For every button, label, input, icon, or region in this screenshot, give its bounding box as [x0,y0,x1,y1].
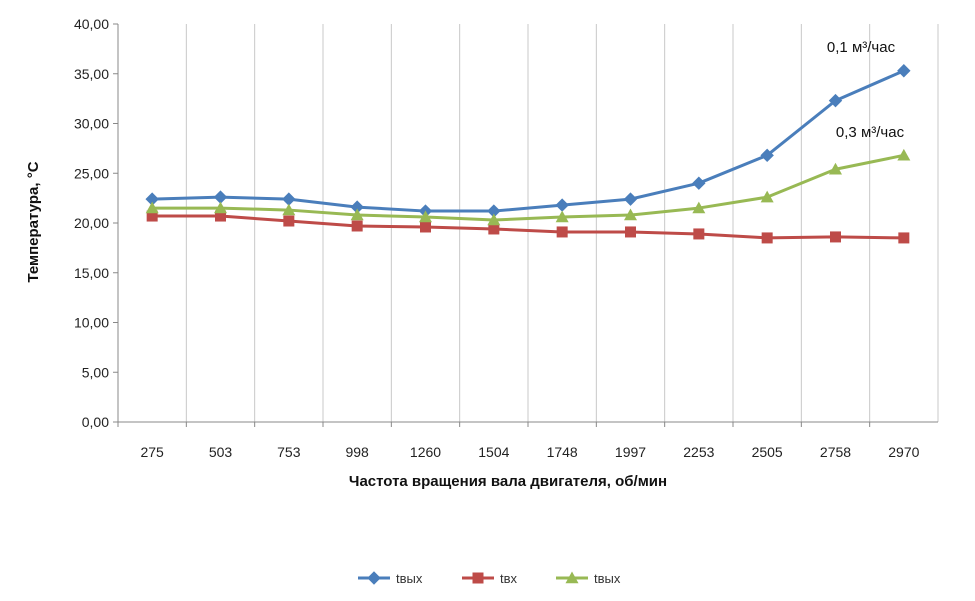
y-tick-label: 20,00 [74,215,109,231]
data-point [897,148,911,161]
data-point [555,198,569,212]
data-point [419,210,432,223]
data-point [420,221,431,233]
grid [185,24,939,422]
legend-label: tвых [594,571,621,586]
data-point [146,210,158,222]
legend: tвых tвх tвых [358,571,621,586]
data-point [692,201,706,214]
x-tick-label: 2758 [820,444,851,460]
data-point [351,220,363,232]
x-axis-title: Частота вращения вала двигателя, об/мин [349,473,667,490]
data-point [215,210,226,222]
x-tick-label: 275 [140,444,164,460]
y-tick-label: 30,00 [74,116,109,132]
x-tick-label: 1504 [478,444,509,460]
y-tick-label: 0,00 [82,414,109,430]
x-tick-label: 1748 [547,444,578,460]
legend-item: tвых [556,571,621,586]
data-point [555,210,569,223]
series-line [152,214,904,240]
legend-item: tвых [358,571,423,586]
annotation-series-3: 0,3 м³/час [836,124,905,141]
data-point [624,208,637,221]
x-tick-label: 1997 [615,444,646,460]
data-point [350,208,364,221]
x-tick-label: 998 [345,444,369,460]
data-point [692,176,706,190]
series-line [152,69,905,213]
y-tick-label: 10,00 [74,315,109,331]
y-axis-title: Температура, °C [25,161,42,282]
data-point [625,226,636,238]
data-point [693,228,705,240]
legend-label: tвх [500,571,518,586]
data-point [828,93,843,108]
x-tick-label: 1260 [410,444,441,460]
series-group [145,64,911,244]
legend-item: tвх [462,571,518,586]
data-point [283,215,295,227]
legend-label: tвых [396,571,423,586]
data-point [760,148,774,163]
data-point [830,231,841,243]
data-point [623,192,638,206]
x-tick-label: 2970 [888,444,919,460]
data-point [145,201,159,214]
legend-marker [367,571,381,585]
x-tick-label: 503 [209,444,233,460]
axes [113,23,938,427]
data-point [488,223,500,235]
data-point [761,232,773,244]
data-point [487,213,501,226]
data-point [282,192,296,206]
series-3 [145,148,911,226]
data-point [213,190,228,204]
y-tick-label: 5,00 [82,364,109,380]
x-tick-label: 2253 [683,444,714,460]
y-tick-label: 35,00 [74,66,109,82]
data-point [897,64,911,78]
series-line [152,153,905,222]
data-point [760,190,774,203]
series-2 [146,210,910,244]
y-tick-label: 40,00 [74,16,109,32]
annotation-series-1: 0,1 м³/час [827,39,896,56]
data-point [556,226,568,238]
y-tick-label: 15,00 [74,265,109,281]
tick-labels: 0,00 5,00 10,00 15,00 20,00 25,00 30,00 35,00 40… [74,16,920,460]
x-tick-label: 753 [277,444,301,460]
x-tick-label: 2505 [752,444,783,460]
data-point [282,203,296,216]
legend-marker [472,572,484,584]
y-tick-label: 25,00 [74,165,109,181]
legend-marker [565,571,579,584]
data-point [829,162,842,175]
data-point [214,201,227,214]
data-point [898,232,910,244]
